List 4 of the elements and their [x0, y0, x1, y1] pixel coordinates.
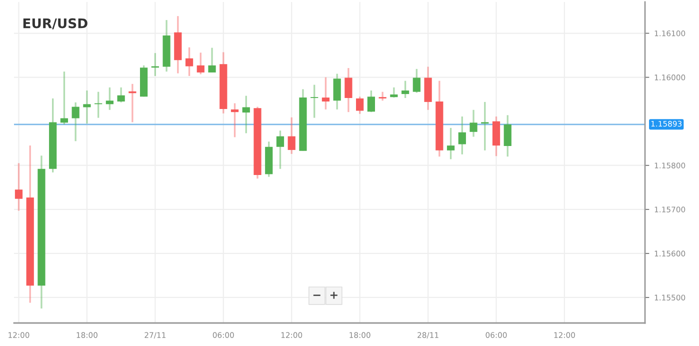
- text: EUR/USD: [23, 18, 88, 30]
- annotation: −: [313, 294, 320, 296]
- annotation: +: [330, 292, 338, 299]
- candlestick: [378, 90, 386, 102]
